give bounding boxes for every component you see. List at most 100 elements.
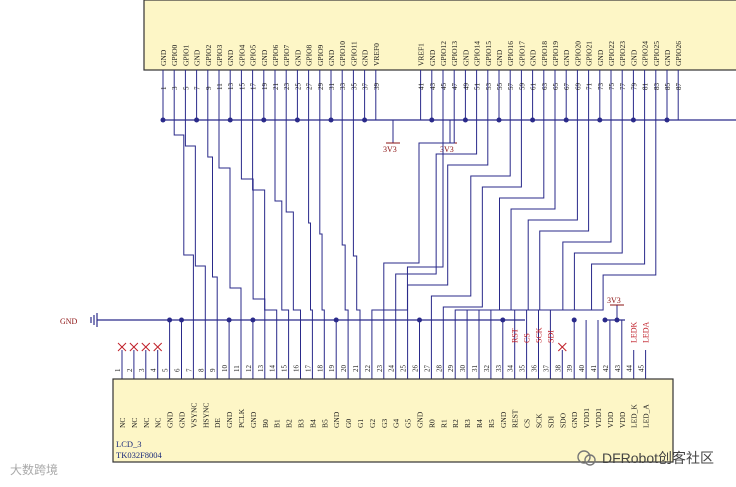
lcd-pin-name: G1 xyxy=(356,419,365,428)
top-pin-name: GPIO21 xyxy=(585,41,594,66)
top-bus-junction-dot xyxy=(328,117,334,123)
top-pin-number: 5 xyxy=(182,86,190,90)
gnd-junction-dot xyxy=(250,317,256,323)
top-pin-number: 17 xyxy=(250,83,258,91)
gnd-junction-dot xyxy=(226,317,232,323)
top-pin-number: 25 xyxy=(294,83,302,91)
top-connector-pins: GND1GPIO03GPIO15GND7GPIO29GPIO311GND13GP… xyxy=(159,41,683,120)
lcd-pin-name: GND xyxy=(178,411,187,428)
lcd-pin-number: 45 xyxy=(638,365,646,373)
top-pin-number: 81 xyxy=(642,83,650,91)
lcd-pin-number: 2 xyxy=(126,368,134,372)
top-pin-number: 23 xyxy=(283,83,291,91)
top-pin-name: GPIO8 xyxy=(305,44,314,66)
lcd-pin-number: 35 xyxy=(519,365,527,373)
spi-net-label: SDI xyxy=(546,330,555,343)
top-pin-number: 53 xyxy=(485,83,493,91)
routed-signal-wire xyxy=(454,120,545,350)
watermark-right: DFRobot创客社区 xyxy=(576,448,714,468)
lcd-pin-number: 44 xyxy=(626,365,634,373)
routed-signal-wire xyxy=(285,120,301,350)
top-pin-number: 37 xyxy=(362,83,370,91)
top-pin-name: GPIO16 xyxy=(506,41,515,66)
lcd-pin-number: 29 xyxy=(447,365,455,373)
routed-signal-wire xyxy=(218,120,242,350)
lcd-pin-number: 31 xyxy=(471,365,479,373)
lcd-pin-name: LED_K xyxy=(630,404,639,428)
top-pin-name: GPIO6 xyxy=(271,44,280,66)
net-3v3-label: 3V3 xyxy=(383,145,397,154)
lcd-part-number: TK032F8004 xyxy=(116,450,163,460)
top-pin-number: 31 xyxy=(328,83,336,91)
top-pin-number: 87 xyxy=(675,83,683,91)
routed-signal-wire xyxy=(207,120,218,350)
top-pin-name: GPIO23 xyxy=(618,41,627,66)
lcd-pin-name: VDD1 xyxy=(594,408,603,428)
top-pin-name: GPIO3 xyxy=(215,44,224,66)
lcd-pin-name: GND xyxy=(499,411,508,428)
lcd-pin-number: 21 xyxy=(352,365,360,373)
lcd-pin-number: 28 xyxy=(435,365,443,373)
lcd-pin-name: CS xyxy=(523,419,532,428)
top-pin-number: 29 xyxy=(317,83,325,91)
top-pin-number: 19 xyxy=(261,83,269,91)
spi-net-label: SCK xyxy=(535,327,544,343)
lcd-pin-name: VDD1 xyxy=(582,408,591,428)
top-pin-number: 11 xyxy=(216,83,224,90)
lcd-pin-number: 36 xyxy=(531,365,539,373)
lcd-pin-number: 34 xyxy=(507,365,515,373)
top-pin-number: 85 xyxy=(664,83,672,91)
lcd-pin-name: G0 xyxy=(344,419,353,428)
top-pin-name: GND xyxy=(596,49,605,66)
lcd-pin-number: 19 xyxy=(328,365,336,373)
top-pin-name: GND xyxy=(428,49,437,66)
routed-signal-wire xyxy=(526,120,623,350)
top-bus-junction-dot xyxy=(563,117,569,123)
top-connector-body xyxy=(143,0,736,71)
routed-signal-wire xyxy=(252,120,278,350)
lcd-pin-number: 23 xyxy=(376,365,384,373)
top-pin-number: 9 xyxy=(205,86,213,90)
lcd-pin-name: GND xyxy=(332,411,341,428)
lcd-pin-name: GND xyxy=(570,411,579,428)
spi-net-label: RST xyxy=(511,328,520,343)
lcd-pin-name: B0 xyxy=(261,419,270,428)
lcd-pin-number: 39 xyxy=(566,365,574,373)
lcd-pin-name: PCLK xyxy=(237,408,246,428)
top-pin-number: 33 xyxy=(339,83,347,91)
lcd-pin-name: GND xyxy=(249,411,258,428)
lcd-pin-number: 32 xyxy=(483,365,491,373)
top-pin-name: GPIO19 xyxy=(551,41,560,66)
lcd-pin-number: 11 xyxy=(233,365,241,372)
gnd-junction-dot xyxy=(333,317,339,323)
watermark-left: 大数跨境 xyxy=(10,461,58,478)
top-pin-number: 13 xyxy=(227,83,235,91)
routed-signal-wires xyxy=(173,120,657,350)
routed-signal-wire xyxy=(430,120,511,350)
lcd-pin-name: GND xyxy=(225,411,234,428)
top-pin-name: GPIO0 xyxy=(170,44,179,66)
lcd-pin-number: 14 xyxy=(269,365,277,373)
top-bus-junction-dot xyxy=(530,117,536,123)
wechat-icon xyxy=(577,450,596,466)
top-pin-number: 63 xyxy=(541,83,549,91)
top-pin-number: 47 xyxy=(451,83,459,91)
top-pin-number: 15 xyxy=(238,83,246,91)
led-net-label: LEDK xyxy=(630,321,639,343)
top-pin-number: 51 xyxy=(474,83,482,91)
lcd-connector-pins: 1 2 3 4 5 6 7 8 9 10 11 12 13 14 15 16 17 18 19 20 21 22 23 24 2… xyxy=(114,350,647,379)
routed-signal-wire xyxy=(538,120,646,350)
lcd-pin-name: R0 xyxy=(427,419,436,428)
top-bus-junction-dot xyxy=(496,117,502,123)
lcd-pin-name: REST xyxy=(511,409,520,428)
lcd-pin-number: 41 xyxy=(590,365,598,373)
lcd-pin-name: SDO xyxy=(558,412,567,428)
top-pin-name: GPIO25 xyxy=(652,41,661,66)
lcd-pin-name: LED_A xyxy=(642,404,651,428)
lcd-pin-number: 33 xyxy=(495,365,503,373)
lcd-pin-number: 38 xyxy=(554,365,562,373)
lcd-pin-name: SCK xyxy=(535,413,544,428)
lcd-pin-name: B2 xyxy=(285,419,294,428)
top-bus-junction-dot xyxy=(429,117,435,123)
top-pin-name: GPIO26 xyxy=(674,41,683,66)
